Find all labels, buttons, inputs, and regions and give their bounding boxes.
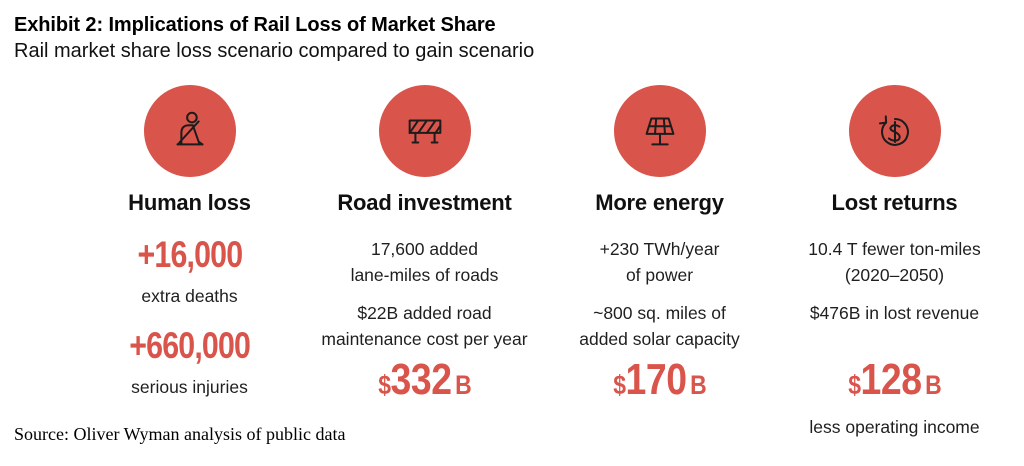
money-total: $170 B	[612, 355, 707, 404]
stat-label: extra deaths	[141, 286, 238, 306]
stat-text: 17,600 added lane-miles of roads	[350, 239, 499, 285]
column-heading: Road investment	[337, 190, 512, 215]
money-total: $128 B	[847, 355, 942, 404]
stat-text: +230 TWh/year of power	[599, 239, 720, 285]
stat-text: 10.4 T fewer ton-miles (2020–2050)	[808, 239, 981, 285]
money-caption: less operating income	[809, 417, 980, 437]
exhibit-header: Exhibit 2: Implications of Rail Loss of …	[14, 12, 534, 64]
road-investment-icon-badge	[378, 85, 471, 177]
seatbelt-passenger-icon	[176, 111, 203, 146]
column-human-loss: Human loss +16,000 extra deaths +660,000…	[72, 85, 307, 440]
exhibit-title: Exhibit 2: Implications of Rail Loss of …	[14, 14, 496, 36]
road-barrier-icon	[408, 119, 441, 144]
column-heading: More energy	[595, 190, 724, 215]
dollar-returns-icon	[878, 115, 909, 146]
more-energy-icon-badge	[613, 85, 706, 177]
stat-value: +660,000	[129, 325, 251, 366]
column-lost-returns: Lost returns 10.4 T fewer ton-miles (202…	[777, 85, 1012, 440]
source-note: Source: Oliver Wyman analysis of public …	[14, 424, 346, 444]
solar-panel-icon	[645, 117, 674, 146]
stat-text: $476B in lost revenue	[809, 303, 980, 323]
human-loss-icon-badge	[143, 85, 236, 177]
column-heading: Human loss	[128, 190, 251, 215]
stat-text: $22B added road maintenance cost per yea…	[321, 303, 528, 349]
lost-returns-icon-badge	[848, 85, 941, 177]
exhibit-subtitle: Rail market share loss scenario compared…	[14, 40, 535, 62]
stat-value: +16,000	[137, 234, 243, 275]
stat-label: serious injuries	[131, 377, 248, 397]
money-total: $332 B	[377, 355, 472, 404]
stat-columns: Human loss +16,000 extra deaths +660,000…	[72, 85, 1012, 440]
column-road-investment: Road investment 17,600 added lane-miles …	[307, 85, 542, 440]
column-heading: Lost returns	[831, 190, 958, 215]
stat-text: ~800 sq. miles of added solar capacity	[579, 303, 740, 349]
column-more-energy: More energy +230 TWh/year of power ~800 …	[542, 85, 777, 440]
